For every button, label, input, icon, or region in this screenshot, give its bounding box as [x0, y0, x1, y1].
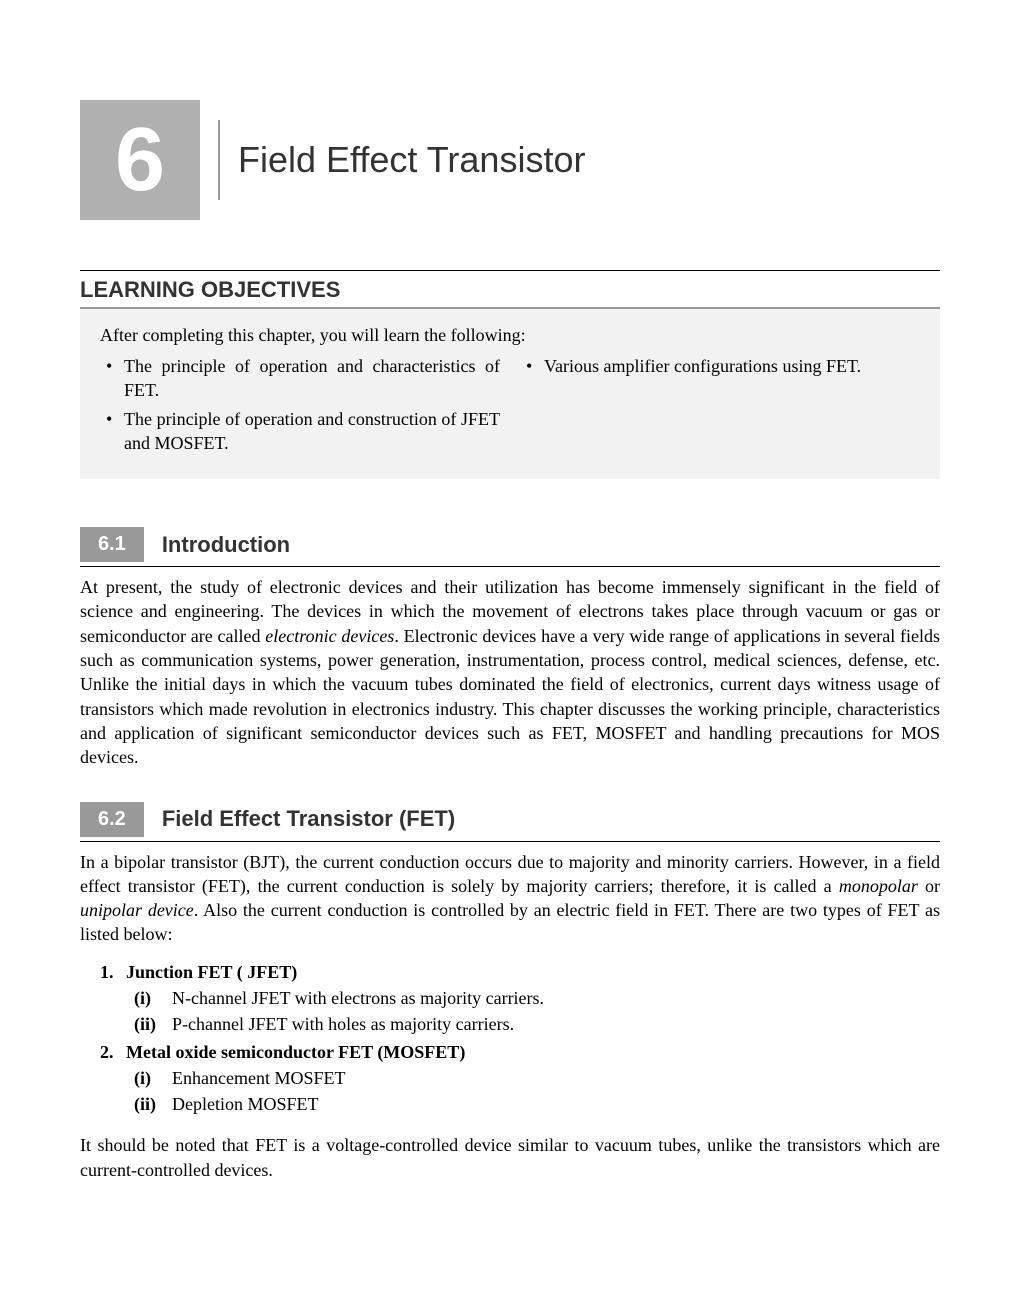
section-header: 6.2 Field Effect Transistor (FET) — [80, 802, 940, 837]
text-run: . Electronic devices have a very wide ra… — [80, 626, 940, 767]
chapter-number-box: 6 — [80, 100, 200, 220]
roman-label: (i) — [134, 985, 172, 1011]
sub-item-text: N-channel JFET with electrons as majorit… — [172, 988, 544, 1008]
section-rule — [80, 841, 940, 842]
chapter-number: 6 — [115, 109, 165, 212]
text-run: . Also the current conduction is control… — [80, 900, 940, 944]
list-number: 1. — [100, 959, 126, 985]
list-item: 2.Metal oxide semiconductor FET (MOSFET)… — [100, 1039, 940, 1117]
section-header: 6.1 Introduction — [80, 527, 940, 562]
objectives-box: After completing this chapter, you will … — [80, 309, 940, 479]
objectives-list-right: Various amplifier configurations using F… — [520, 354, 920, 378]
roman-label: (i) — [134, 1065, 172, 1091]
roman-label: (ii) — [134, 1091, 172, 1117]
objectives-intro: After completing this chapter, you will … — [100, 325, 920, 346]
list-title: Junction FET ( JFET) — [126, 962, 297, 982]
objectives-heading: LEARNING OBJECTIVES — [80, 277, 940, 303]
text-emphasis: electronic devices — [265, 626, 394, 646]
objectives-rule-top — [80, 270, 940, 271]
section-title: Introduction — [162, 532, 290, 558]
objectives-col-left: The principle of operation and character… — [100, 354, 500, 459]
sub-list-item: (ii)P-channel JFET with holes as majorit… — [134, 1011, 940, 1037]
sub-list-item: (i)N-channel JFET with electrons as majo… — [134, 985, 940, 1011]
list-title: Metal oxide semiconductor FET (MOSFET) — [126, 1042, 465, 1062]
sub-list: (i)Enhancement MOSFET (ii)Depletion MOSF… — [100, 1065, 940, 1117]
objective-item: The principle of operation and character… — [100, 354, 500, 403]
sub-list-item: (ii)Depletion MOSFET — [134, 1091, 940, 1117]
objective-item: The principle of operation and construct… — [100, 407, 500, 456]
chapter-divider — [218, 120, 220, 200]
text-run: In a bipolar transistor (BJT), the curre… — [80, 852, 940, 896]
chapter-title: Field Effect Transistor — [238, 139, 585, 181]
sub-list: (i)N-channel JFET with electrons as majo… — [100, 985, 940, 1037]
text-emphasis: monopolar — [839, 876, 918, 896]
text-emphasis: unipolar device — [80, 900, 194, 920]
section-number: 6.1 — [80, 527, 144, 562]
text-run: or — [918, 876, 940, 896]
chapter-header: 6 Field Effect Transistor — [80, 100, 940, 220]
fet-types-list: 1.Junction FET ( JFET) (i)N-channel JFET… — [80, 959, 940, 1118]
section-body: At present, the study of electronic devi… — [80, 575, 940, 769]
sub-item-text: P-channel JFET with holes as majority ca… — [172, 1014, 514, 1034]
roman-label: (ii) — [134, 1011, 172, 1037]
section-title: Field Effect Transistor (FET) — [162, 806, 455, 832]
section-body: It should be noted that FET is a voltage… — [80, 1133, 940, 1182]
objectives-columns: The principle of operation and character… — [100, 354, 920, 459]
section-number: 6.2 — [80, 802, 144, 837]
objective-item: Various amplifier configurations using F… — [520, 354, 920, 378]
section-body: In a bipolar transistor (BJT), the curre… — [80, 850, 940, 947]
section-rule — [80, 566, 940, 567]
list-item: 1.Junction FET ( JFET) (i)N-channel JFET… — [100, 959, 940, 1037]
sub-list-item: (i)Enhancement MOSFET — [134, 1065, 940, 1091]
sub-item-text: Enhancement MOSFET — [172, 1068, 345, 1088]
objectives-list-left: The principle of operation and character… — [100, 354, 500, 455]
list-number: 2. — [100, 1039, 126, 1065]
sub-item-text: Depletion MOSFET — [172, 1094, 319, 1114]
objectives-col-right: Various amplifier configurations using F… — [520, 354, 920, 459]
